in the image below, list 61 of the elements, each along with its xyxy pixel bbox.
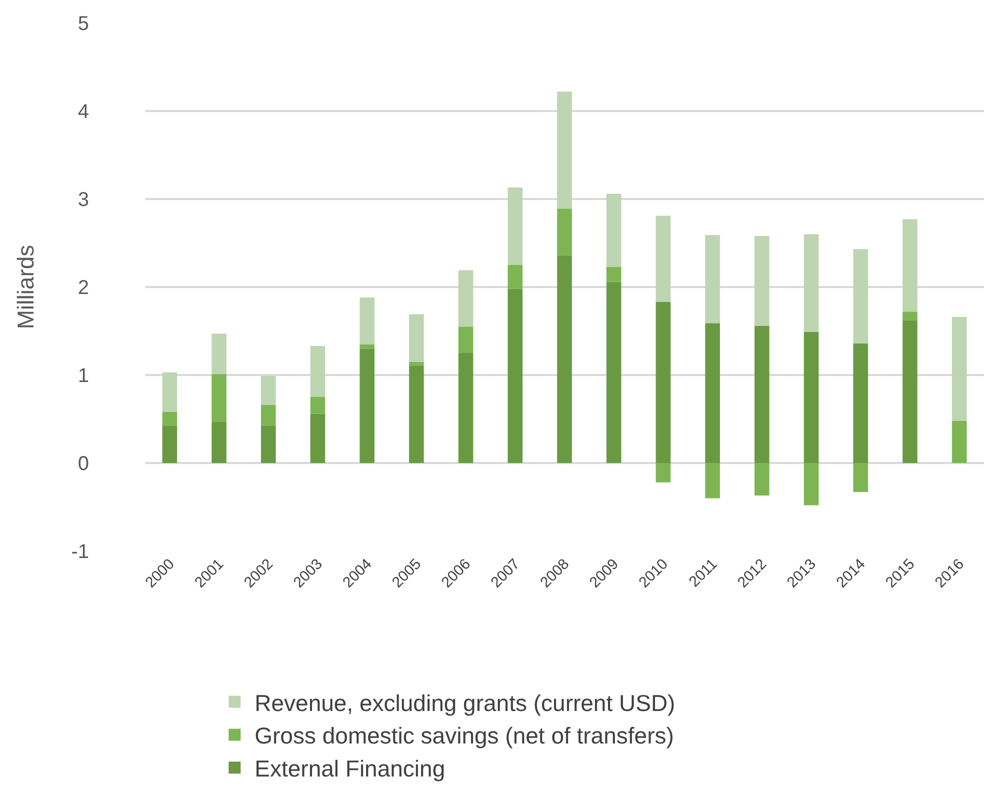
bar: [310, 414, 326, 463]
bar: [310, 346, 326, 397]
bar: [902, 320, 918, 463]
bar: [656, 216, 671, 302]
bar: [705, 323, 720, 463]
y-axis-title: Milliards: [12, 244, 39, 330]
bar: [656, 463, 671, 482]
bar: [557, 208, 572, 256]
bar: [754, 326, 770, 463]
bar: [508, 188, 523, 265]
bar: [260, 426, 276, 463]
bar: [606, 194, 622, 267]
y-tick-label: -1: [71, 541, 89, 563]
bar: [409, 314, 424, 362]
bar: [162, 426, 178, 463]
bar: [458, 270, 474, 327]
bar: [902, 312, 918, 320]
bar: [212, 334, 226, 374]
bar: [705, 235, 720, 324]
bar: [952, 316, 967, 421]
bar: [162, 372, 178, 412]
bar: [705, 463, 720, 498]
bar: [853, 343, 868, 463]
bar: [557, 255, 572, 463]
y-tick-label: 3: [78, 189, 89, 211]
bar: [212, 422, 226, 463]
bar: [754, 236, 770, 326]
bar: [606, 266, 622, 282]
y-tick-label: 4: [78, 101, 89, 123]
bar: [360, 344, 374, 349]
bar: [508, 265, 523, 289]
bar: [162, 412, 178, 426]
bar: [754, 463, 770, 496]
y-tick-label: 2: [78, 277, 89, 299]
bar: [458, 353, 474, 463]
bar: [804, 332, 819, 463]
y-tick-label: 5: [78, 13, 89, 35]
bar: [360, 298, 374, 344]
bar: [212, 374, 226, 422]
bar: [409, 365, 424, 463]
bar: [804, 234, 819, 332]
y-tick-label: 0: [78, 453, 89, 475]
bar: [360, 348, 374, 463]
bar: [409, 362, 424, 366]
bar: [853, 463, 868, 492]
y-tick-label: 1: [78, 365, 89, 387]
legend-label: Gross domestic savings (net of transfers): [254, 722, 674, 749]
bar: [260, 404, 276, 426]
bar: [458, 326, 474, 353]
bar: [902, 219, 918, 312]
bar: [260, 376, 276, 405]
bar: [853, 249, 868, 344]
bar: [952, 420, 967, 463]
legend-label: Revenue, excluding grants (current USD): [254, 690, 676, 716]
legend-label: External Financing: [254, 756, 446, 782]
bar: [804, 463, 819, 506]
bar: [656, 302, 671, 463]
bar: [557, 92, 572, 209]
bar: [508, 288, 523, 463]
bar: [310, 397, 326, 414]
bar: [606, 282, 622, 463]
